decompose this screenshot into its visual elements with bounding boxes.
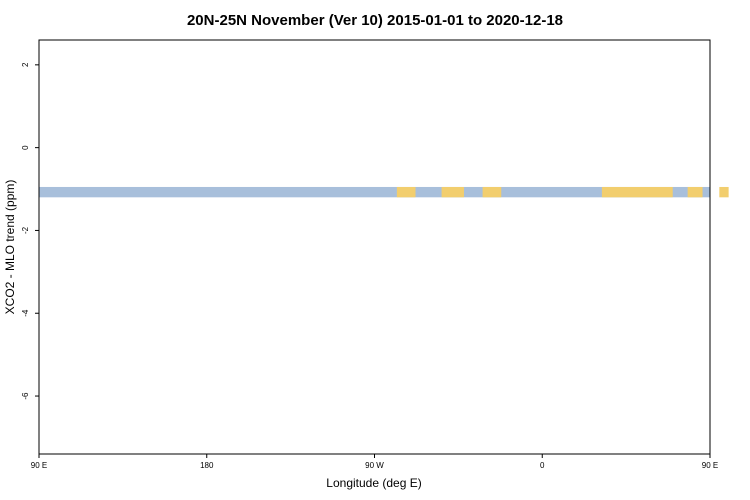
chart-title: 20N-25N November (Ver 10) 2015-01-01 to … xyxy=(187,12,563,29)
x-tick-label: 90 E xyxy=(702,461,718,470)
x-tick-label: 90 W xyxy=(365,461,384,470)
y-tick-label: -2 xyxy=(21,226,30,234)
map-water xyxy=(39,186,710,198)
y-tick-label: -6 xyxy=(21,392,30,400)
x-tick-label: 0 xyxy=(540,461,545,470)
x-axis-label: Longitude (deg E) xyxy=(326,476,421,490)
y-tick-label: 2 xyxy=(21,62,30,67)
map-land-2 xyxy=(482,186,502,198)
y-axis-label: XCO2 - MLO trend (ppm) xyxy=(3,180,17,315)
x-axis: 90 E 180 90 W 0 90 E xyxy=(31,454,718,470)
map-land-3 xyxy=(601,186,673,198)
plot-frame xyxy=(38,39,711,455)
map-land-4 xyxy=(687,186,703,198)
y-tick-label: 0 xyxy=(21,145,30,150)
x-tick-label: 180 xyxy=(200,461,214,470)
map-land-1 xyxy=(441,186,464,198)
map-land-0 xyxy=(396,186,416,198)
map-land-5 xyxy=(719,186,729,198)
y-tick-label: -4 xyxy=(21,309,30,317)
x-tick-label: 90 E xyxy=(31,461,47,470)
map-strip xyxy=(39,186,729,198)
y-axis: 2 0 -2 -4 -6 xyxy=(21,62,39,400)
